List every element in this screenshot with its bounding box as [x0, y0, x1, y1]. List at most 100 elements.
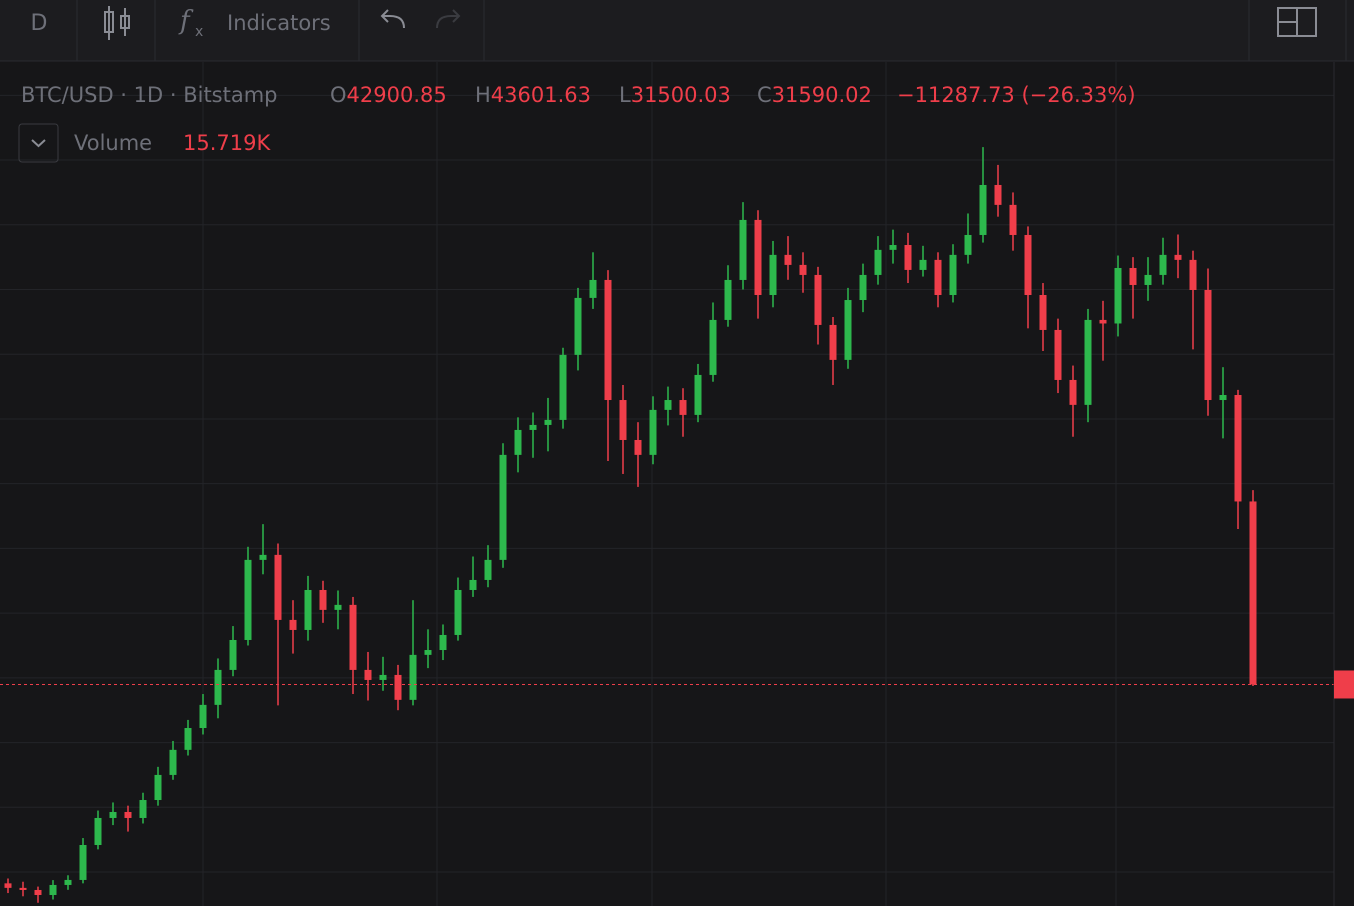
candle-body [964, 234, 972, 255]
candle-body [649, 409, 657, 455]
candle-body [904, 245, 912, 270]
close-value: 31590.02 [772, 83, 872, 107]
candle-body [319, 589, 327, 610]
symbol-title: BTC/USD · 1D · Bitstamp [21, 83, 278, 107]
candle-body [829, 324, 837, 360]
candle-body [844, 300, 852, 360]
candle-body [199, 704, 207, 729]
candle-body [484, 559, 492, 580]
fx-icon-sub[interactable]: x [195, 24, 203, 40]
candle-body [154, 774, 162, 801]
toolbar [0, 0, 1354, 61]
chevron-icon[interactable] [31, 139, 46, 148]
candle-body [499, 454, 507, 560]
candle-body [724, 279, 732, 320]
indicators-button[interactable]: Indicators [227, 11, 331, 35]
candle-body [544, 419, 552, 425]
candle-body [514, 429, 522, 455]
label-c: C [757, 83, 772, 107]
redo-button[interactable] [436, 9, 461, 29]
candle-body [394, 674, 402, 700]
candles [0, 147, 1354, 903]
candle-body [244, 559, 252, 640]
candle-body [49, 884, 57, 895]
change-value: −11287.73 (−26.33%) [897, 83, 1136, 107]
candle-body [934, 259, 942, 296]
candle-body [529, 424, 537, 430]
price-scale [1334, 62, 1354, 906]
candle-body [1039, 295, 1047, 330]
candle-body [94, 817, 102, 845]
candle-body [874, 249, 882, 275]
candle-body [979, 184, 987, 235]
candle-body [1219, 395, 1227, 401]
candle-body [709, 319, 717, 375]
candle-body [1054, 329, 1062, 380]
candle-body [454, 589, 462, 635]
candle-body [169, 749, 177, 775]
candle-body [1024, 234, 1032, 296]
candle-body [4, 883, 12, 888]
candle-body [1009, 204, 1017, 235]
label-h: H [475, 83, 491, 107]
candle-body [379, 674, 387, 680]
candle-body [274, 554, 282, 620]
candle-body [289, 619, 297, 630]
candle-body [184, 728, 192, 750]
low-value: 31500.03 [631, 83, 731, 107]
undo-button[interactable] [380, 9, 405, 29]
candle-body [424, 650, 432, 655]
candle-body [1234, 395, 1242, 502]
candle-body [559, 354, 567, 420]
candle-body [919, 259, 927, 270]
candle-body [364, 669, 372, 680]
ohlc-values: O42900.85 H43601.63 L31500.03 C31590.02 … [330, 83, 1136, 107]
candle-body [109, 811, 117, 818]
candle-body [439, 634, 447, 651]
candle-body [19, 887, 27, 890]
candle-body [259, 554, 267, 560]
candle-body [214, 669, 222, 705]
candle-body [949, 254, 957, 296]
candle-body [1144, 274, 1152, 285]
candle-body [994, 184, 1002, 205]
volume-value: 15.719K [183, 131, 271, 155]
candle-body [1159, 254, 1167, 275]
candle-body [814, 274, 822, 325]
candle-body [784, 254, 792, 265]
chart-type-button[interactable] [104, 6, 130, 40]
collapse-button[interactable] [18, 123, 59, 163]
candle-body [334, 604, 342, 610]
candle-body [799, 264, 807, 275]
candle-body [124, 811, 132, 818]
candle-body [1069, 379, 1077, 405]
candle-body [664, 400, 672, 410]
candle-body [859, 274, 867, 301]
candle-body [604, 279, 612, 401]
grid [0, 62, 1334, 906]
candle-body [409, 654, 417, 700]
volume-label: Volume [74, 131, 152, 155]
interval-button[interactable]: D [31, 11, 48, 36]
candle-body [1189, 259, 1197, 290]
candle-body [79, 844, 87, 880]
candle-body [1129, 267, 1137, 285]
candle-body [679, 400, 687, 415]
candle-body [739, 219, 747, 280]
label-o: O [330, 83, 347, 107]
candle-body [1084, 319, 1092, 405]
candle-body [889, 245, 897, 250]
candle-body [619, 400, 627, 440]
candle-body [469, 579, 477, 590]
last-price-tag [1334, 670, 1354, 699]
candle-body [229, 639, 237, 670]
layout-button[interactable] [1277, 7, 1317, 37]
candle-body [1114, 267, 1122, 324]
candle-body [34, 889, 42, 895]
candle-body [139, 800, 147, 818]
candle-body [634, 439, 642, 455]
candle-body [574, 297, 582, 355]
label-l: L [619, 83, 631, 107]
candle-body [304, 589, 312, 630]
